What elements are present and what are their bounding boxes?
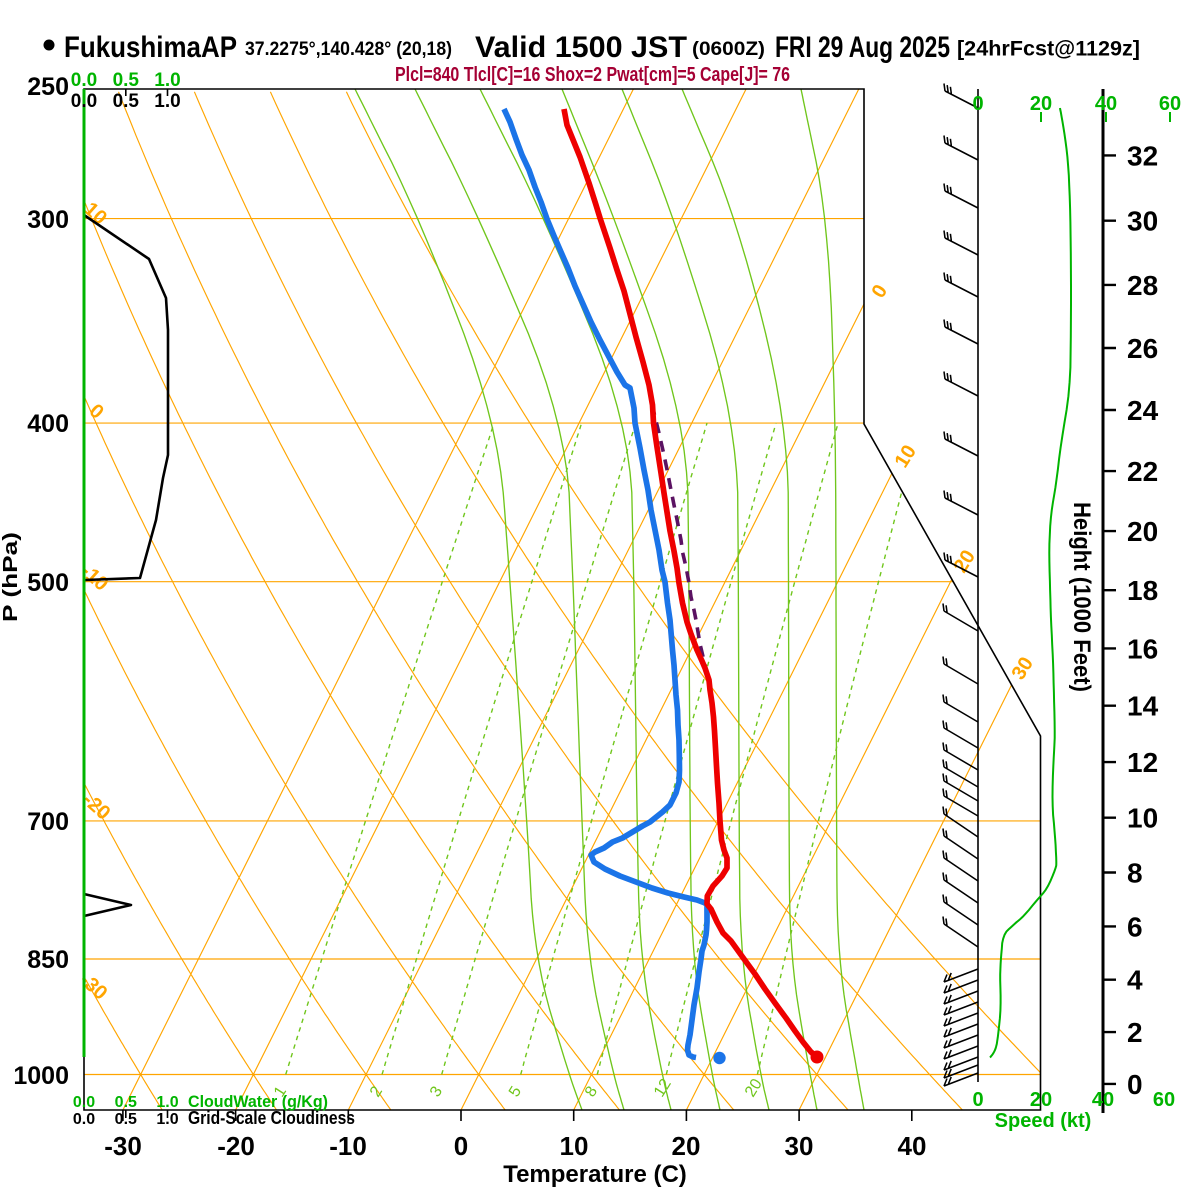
- svg-text:24: 24: [1127, 395, 1159, 426]
- svg-text:30: 30: [785, 1131, 814, 1161]
- svg-text:300: 300: [27, 206, 69, 234]
- svg-text:26: 26: [1127, 333, 1158, 364]
- svg-text:Grid-Scale Cloudiness: Grid-Scale Cloudiness: [188, 1108, 355, 1128]
- svg-text:37.2275°,140.428° (20,18): 37.2275°,140.428° (20,18): [245, 39, 452, 60]
- svg-text:32: 32: [1127, 140, 1158, 171]
- svg-text:FRI 29 Aug 2025: FRI 29 Aug 2025: [775, 31, 950, 64]
- svg-text:700: 700: [27, 808, 69, 836]
- svg-text:Speed (kt): Speed (kt): [995, 1110, 1092, 1132]
- svg-text:20: 20: [1127, 516, 1158, 547]
- svg-text:6: 6: [1127, 911, 1143, 942]
- svg-text:CloudWater (g/Kg): CloudWater (g/Kg): [188, 1092, 328, 1111]
- svg-text:16: 16: [1127, 633, 1158, 664]
- svg-text:2: 2: [1127, 1017, 1143, 1048]
- svg-text:20: 20: [1030, 1089, 1052, 1111]
- svg-text:0.5: 0.5: [113, 70, 140, 91]
- svg-text:8: 8: [1127, 858, 1143, 889]
- svg-text:4: 4: [1127, 965, 1143, 996]
- svg-text:22: 22: [1127, 456, 1158, 487]
- svg-text:1000: 1000: [13, 1062, 69, 1090]
- svg-text:1.0: 1.0: [154, 91, 180, 112]
- svg-text:P (hPa): P (hPa): [0, 532, 22, 622]
- svg-text:40: 40: [898, 1131, 927, 1161]
- svg-text:Plcl=840 Tlcl[C]=16 Shox=2 Pwa: Plcl=840 Tlcl[C]=16 Shox=2 Pwat[cm]=5 Ca…: [395, 64, 790, 86]
- svg-text:0.5: 0.5: [115, 1094, 137, 1111]
- svg-text:0.0: 0.0: [73, 1111, 95, 1128]
- svg-text:Height (1000 Feet): Height (1000 Feet): [1068, 502, 1095, 692]
- svg-text:40: 40: [1092, 1089, 1114, 1111]
- svg-text:(0600Z): (0600Z): [692, 39, 765, 60]
- svg-text:1.0: 1.0: [156, 1111, 178, 1128]
- svg-text:Valid 1500 JST: Valid 1500 JST: [475, 31, 687, 64]
- svg-text:10: 10: [560, 1131, 589, 1161]
- svg-text:10: 10: [1127, 803, 1158, 834]
- svg-text:0: 0: [972, 1089, 983, 1111]
- svg-text:-30: -30: [104, 1131, 142, 1161]
- svg-text:28: 28: [1127, 270, 1158, 301]
- svg-text:18: 18: [1127, 575, 1158, 606]
- svg-text:500: 500: [27, 569, 69, 597]
- svg-text:0.0: 0.0: [73, 1094, 95, 1111]
- svg-text:250: 250: [27, 73, 69, 101]
- svg-text:FukushimaAP: FukushimaAP: [64, 31, 237, 64]
- svg-text:0: 0: [1127, 1069, 1143, 1100]
- svg-text:12: 12: [1127, 747, 1158, 778]
- svg-text:[24hrFcst@1129z]: [24hrFcst@1129z]: [957, 38, 1140, 61]
- svg-text:-10: -10: [329, 1131, 367, 1161]
- svg-text:30: 30: [1127, 206, 1158, 237]
- svg-text:-20: -20: [217, 1131, 255, 1161]
- svg-text:20: 20: [1030, 93, 1052, 115]
- svg-text:1.0: 1.0: [156, 1094, 178, 1111]
- svg-text:12: 12: [651, 1076, 675, 1100]
- svg-text:60: 60: [1153, 1089, 1175, 1111]
- svg-text:0.0: 0.0: [71, 91, 97, 112]
- svg-text:Temperature (C): Temperature (C): [503, 1161, 687, 1188]
- svg-text:60: 60: [1159, 93, 1181, 115]
- svg-text:0.0: 0.0: [71, 70, 97, 91]
- svg-text:400: 400: [27, 410, 69, 438]
- svg-text:0: 0: [972, 93, 983, 115]
- svg-text:14: 14: [1127, 691, 1159, 722]
- svg-text:40: 40: [1095, 93, 1117, 115]
- svg-text:0.5: 0.5: [115, 1111, 137, 1128]
- svg-text:0: 0: [454, 1131, 468, 1161]
- svg-text:20: 20: [742, 1076, 766, 1100]
- svg-text:0.5: 0.5: [113, 91, 140, 112]
- svg-text:20: 20: [672, 1131, 701, 1161]
- svg-text:850: 850: [27, 946, 69, 974]
- svg-text:1.0: 1.0: [154, 70, 180, 91]
